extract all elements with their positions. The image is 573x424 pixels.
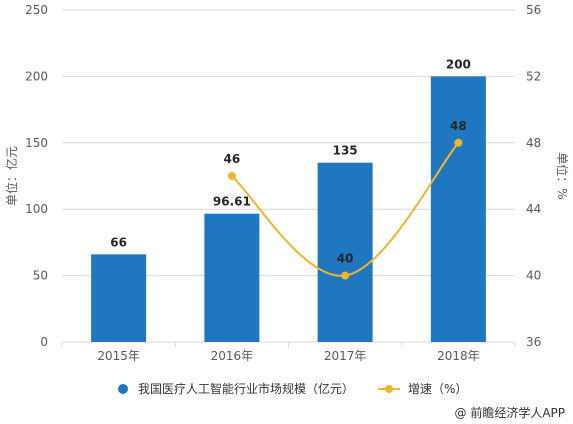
growth-value-label: 48 [450, 119, 467, 133]
growth-point [227, 172, 236, 180]
right-tick-label: 48 [526, 136, 541, 150]
bar [91, 254, 147, 342]
x-tick-label: 2016年 [211, 349, 254, 363]
line-swatch-icon [378, 384, 401, 394]
legend-label-growth: 增速（%） [408, 382, 468, 396]
right-tick-label: 40 [526, 269, 541, 283]
legend-item-growth: 增速（%） [378, 380, 467, 397]
source-credit: @ 前瞻经济学人APP [454, 406, 566, 420]
left-tick-label: 150 [25, 136, 48, 150]
bar [204, 213, 260, 342]
growth-value-label: 46 [224, 152, 241, 166]
left-tick-label: 200 [25, 69, 48, 83]
legend: 我国医疗人工智能行业市场规模（亿元） 增速（%） [118, 380, 491, 397]
left-tick-label: 250 [25, 3, 48, 17]
bar-value-label: 200 [446, 57, 471, 71]
left-axis-ticks: 0 50 100 150 200 250 [25, 3, 48, 349]
left-tick-label: 0 [40, 335, 48, 349]
bar [317, 162, 373, 342]
data-labels: 66 96.61 135 200 46 40 48 [110, 57, 471, 265]
legend-item-market-size: 我国医疗人工智能行业市场规模（亿元） [118, 380, 354, 397]
right-tick-label: 56 [526, 3, 541, 17]
right-axis-title: 单位：% [555, 152, 570, 199]
right-tick-label: 36 [526, 335, 541, 349]
legend-label-market-size: 我国医疗人工智能行业市场规模（亿元） [138, 382, 355, 396]
bar-series [91, 76, 486, 343]
growth-point [341, 271, 350, 280]
right-axis-ticks: 36 40 44 48 52 56 [526, 3, 541, 349]
x-tick-label: 2018年 [437, 349, 480, 363]
left-axis-title: 单位：亿元 [4, 146, 19, 206]
right-tick-label: 44 [526, 202, 541, 216]
bar-value-label: 66 [110, 235, 127, 249]
right-tick-label: 52 [526, 69, 541, 83]
bar [430, 76, 486, 343]
x-tick-label: 2017年 [324, 349, 367, 363]
line-series [227, 138, 463, 280]
growth-point [454, 138, 463, 147]
x-tick-label: 2015年 [97, 349, 140, 363]
bar-swatch-icon [118, 383, 128, 394]
left-tick-label: 50 [33, 269, 48, 283]
x-axis-ticks: 2015年 2016年 2017年 2018年 [61, 342, 516, 363]
growth-value-label: 40 [337, 252, 354, 266]
left-tick-label: 100 [25, 202, 48, 216]
bar-value-label: 135 [333, 144, 358, 158]
bar-value-label: 96.61 [213, 195, 251, 209]
